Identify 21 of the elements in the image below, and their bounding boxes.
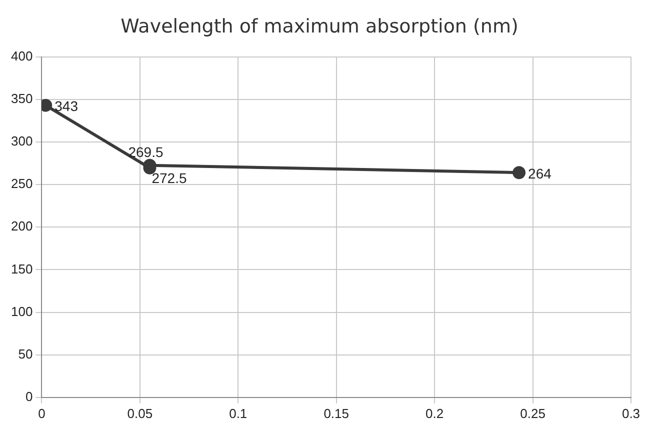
data-label: 264: [528, 165, 552, 182]
y-tick-label: 200: [10, 218, 33, 234]
data-label: 272.5: [152, 170, 187, 186]
y-tick-label: 0: [25, 388, 33, 404]
x-tick-label: 0.05: [127, 406, 153, 421]
y-tick-label: 250: [10, 176, 33, 192]
x-tick-label: 0: [38, 406, 46, 421]
y-tick-label: 50: [18, 346, 33, 362]
data-label: 343: [54, 98, 78, 114]
x-tick-label: 0.25: [520, 406, 546, 421]
x-tick-label: 0.15: [324, 406, 349, 421]
x-tick-label: 0.2: [426, 406, 444, 421]
y-tick-label: 300: [10, 134, 33, 149]
y-tick-label: 350: [10, 90, 33, 106]
y-tick-label: 400: [10, 48, 33, 64]
x-tick-label: 0.3: [622, 406, 640, 421]
x-tick-label: 0.1: [229, 406, 248, 421]
chart-title: Wavelength of maximum absorption (nm): [120, 15, 518, 38]
data-label: 269.5: [128, 144, 164, 160]
y-tick-label: 150: [10, 261, 33, 276]
y-tick-label: 100: [10, 304, 33, 319]
